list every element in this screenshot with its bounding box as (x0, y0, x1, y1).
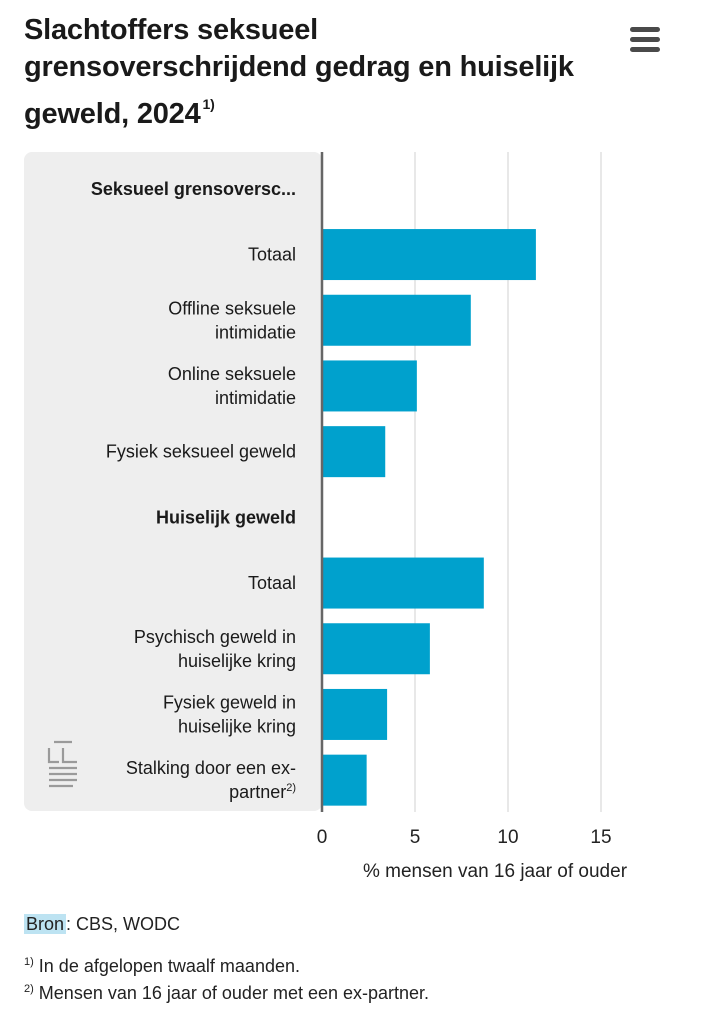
x-tick-label: 15 (590, 827, 611, 848)
footnote-2: 2) Mensen van 16 jaar of ouder met een e… (24, 983, 430, 1003)
category-label: Psychisch geweld in huiselijke kring (134, 627, 296, 671)
category-label: Offline seksuele intimidatie (168, 298, 296, 342)
category-labels: Seksueel grensoversc... Totaal Offline sek… (91, 179, 296, 802)
bar[interactable] (322, 426, 386, 478)
group-label: Huiselijk geweld (156, 507, 296, 527)
group-label: Seksueel grensoversc... (91, 179, 296, 199)
bar[interactable] (322, 294, 471, 346)
x-tick-label: 10 (497, 827, 518, 848)
bar[interactable] (322, 623, 430, 675)
x-tick-labels: 0 5 10 15 (317, 827, 612, 848)
source-label: Bron (24, 914, 67, 934)
source-line: Bron: CBS, WODC (24, 914, 180, 935)
chart-title: Slachtoffers seksueel grensoverschrijden… (24, 14, 574, 130)
bar[interactable] (322, 688, 388, 740)
category-label: Totaal (248, 245, 296, 265)
category-label: Stalking door een ex-partner2) (126, 758, 296, 802)
bar[interactable] (322, 229, 536, 281)
bar[interactable] (322, 360, 417, 412)
title-footnote-marker: 1) (202, 96, 215, 112)
source-value: : CBS, WODC (66, 914, 181, 934)
x-tick-label: 0 (317, 827, 328, 848)
bar[interactable] (322, 557, 484, 609)
x-tick-label: 5 (410, 827, 421, 848)
category-label: Online seksuele intimidatie (168, 364, 296, 408)
category-label: Fysiek seksueel geweld (106, 442, 296, 462)
cbs-logo-icon (47, 740, 77, 788)
category-label: Totaal (248, 573, 296, 593)
category-label: Fysiek geweld in huiselijke kring (163, 692, 296, 736)
hamburger-menu-icon[interactable] (624, 24, 664, 56)
bar-chart: Seksueel grensoversc... Totaal Offline sek… (24, 152, 628, 882)
bars (322, 229, 536, 806)
label-panel (24, 152, 322, 811)
x-axis-title: % mensen van 16 jaar of ouder (363, 861, 628, 882)
footnote-1: 1) In de afgelopen twaalf maanden. (24, 956, 300, 976)
bar[interactable] (322, 754, 367, 806)
